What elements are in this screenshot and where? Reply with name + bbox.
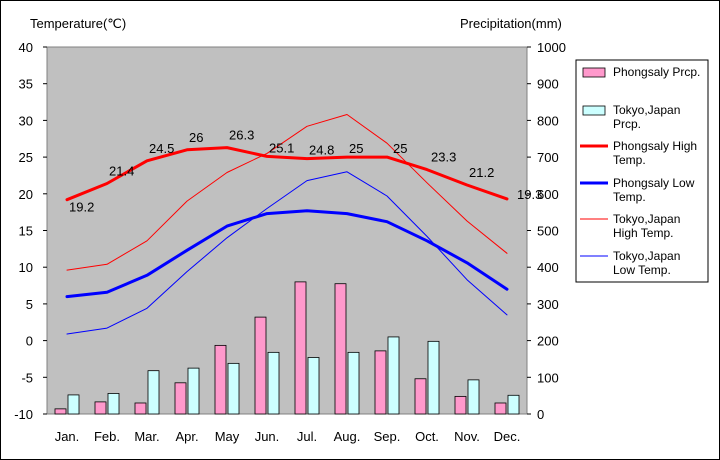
plot-area	[46, 46, 528, 415]
right-tick-label: 500	[537, 224, 559, 239]
bar-phongsaly-prcp	[254, 316, 267, 415]
x-tick-label: Feb.	[94, 429, 120, 444]
right-tick-label: 900	[537, 77, 559, 92]
data-label: 26	[189, 130, 203, 145]
bar-tokyo-prcp	[107, 393, 120, 415]
bar-tokyo-prcp	[187, 367, 200, 415]
legend-label: Tokyo,Japan	[613, 212, 680, 226]
data-label: 24.5	[149, 141, 174, 156]
bar-phongsaly-prcp	[134, 402, 147, 415]
data-label: 21.4	[109, 164, 134, 179]
data-label: 21.2	[469, 165, 494, 180]
lines-layer	[65, 114, 509, 335]
x-tick-label: Sep.	[374, 429, 401, 444]
left-tick-label: 5	[26, 297, 33, 312]
axes-layer: 4035302520151050-5-101000900800700600500…	[14, 40, 566, 444]
right-axis-title: Precipitation(mm)	[460, 16, 562, 31]
right-tick-label: 700	[537, 150, 559, 165]
right-tick-label: 800	[537, 113, 559, 128]
data-label: 24.8	[309, 143, 334, 158]
right-tick-label: 0	[537, 407, 544, 422]
bar-phongsaly-prcp	[54, 408, 67, 415]
series-line-0	[65, 146, 509, 202]
x-tick-label: Mar.	[134, 429, 159, 444]
bar-phongsaly-prcp	[414, 378, 427, 415]
data-label: 25.1	[269, 140, 294, 155]
legend-label: Prcp.	[613, 117, 641, 131]
right-tick-label: 400	[537, 260, 559, 275]
legend-swatch	[582, 105, 606, 116]
series-line-2	[66, 114, 508, 271]
data-label: 19.2	[69, 200, 94, 215]
legend-swatch	[582, 67, 606, 78]
bar-tokyo-prcp	[267, 351, 280, 415]
data-label: 19.3	[517, 187, 542, 202]
data-label: 23.3	[431, 150, 456, 165]
bar-tokyo-prcp	[227, 362, 240, 415]
x-tick-label: May	[215, 429, 240, 444]
right-tick-label: 600	[537, 187, 559, 202]
data-label: 26.3	[229, 128, 254, 143]
bar-tokyo-prcp	[67, 394, 80, 415]
legend-label: Low Temp.	[613, 263, 671, 277]
legend-label: Temp.	[613, 190, 646, 204]
bar-phongsaly-prcp	[374, 350, 387, 415]
left-axis-title: Temperature(℃)	[30, 16, 126, 31]
left-tick-label: -5	[21, 370, 33, 385]
data-label: 25	[393, 141, 407, 156]
bar-phongsaly-prcp	[174, 382, 187, 415]
x-tick-label: Jun.	[255, 429, 280, 444]
bar-phongsaly-prcp	[494, 402, 507, 415]
bar-phongsaly-prcp	[334, 283, 347, 415]
legend-label: Tokyo,Japan	[613, 249, 680, 263]
left-tick-label: 25	[19, 150, 33, 165]
bar-tokyo-prcp	[347, 351, 360, 415]
left-tick-label: 30	[19, 113, 33, 128]
x-tick-label: Apr.	[175, 429, 198, 444]
bar-tokyo-prcp	[147, 370, 160, 415]
legend: Phongsaly Prcp.Tokyo,JapanPrcp.Phongsaly…	[575, 59, 709, 283]
left-tick-label: -10	[14, 407, 33, 422]
right-tick-label: 100	[537, 370, 559, 385]
left-tick-label: 10	[19, 260, 33, 275]
right-tick-label: 200	[537, 334, 559, 349]
bar-phongsaly-prcp	[214, 344, 227, 415]
x-tick-label: Nov.	[454, 429, 480, 444]
series-line-1	[65, 209, 509, 299]
legend-label: Tokyo,Japan	[613, 103, 680, 117]
x-tick-label: Oct.	[415, 429, 439, 444]
legend-label: Temp.	[613, 153, 646, 167]
x-tick-label: Aug.	[334, 429, 361, 444]
x-tick-label: Jan.	[55, 429, 80, 444]
x-tick-label: Jul.	[297, 429, 317, 444]
left-tick-label: 40	[19, 40, 33, 55]
bar-phongsaly-prcp	[294, 281, 307, 415]
bar-tokyo-prcp	[427, 340, 440, 415]
bar-tokyo-prcp	[467, 379, 480, 415]
bars-layer	[54, 281, 520, 415]
x-tick-label: Dec.	[494, 429, 521, 444]
legend-label: Phongsaly High	[613, 139, 697, 153]
data-labels-layer: 19.2 21.4 24.5 26 26.3 25.1 24.8 25 25 23.3 21.2 19…	[69, 128, 542, 215]
left-tick-label: 0	[26, 334, 33, 349]
legend-label: High Temp.	[613, 226, 673, 240]
bar-tokyo-prcp	[387, 336, 400, 415]
legend-box	[575, 59, 709, 283]
left-tick-label: 15	[19, 224, 33, 239]
data-label: 25	[349, 141, 363, 156]
bar-phongsaly-prcp	[94, 401, 107, 415]
left-tick-label: 35	[19, 77, 33, 92]
left-tick-label: 20	[19, 187, 33, 202]
legend-label: Phongsaly Prcp.	[613, 65, 700, 79]
right-tick-label: 300	[537, 297, 559, 312]
right-tick-label: 1000	[537, 40, 566, 55]
bar-tokyo-prcp	[507, 394, 520, 415]
bar-phongsaly-prcp	[454, 395, 467, 415]
bar-tokyo-prcp	[307, 357, 320, 415]
legend-label: Phongsaly Low	[613, 176, 695, 190]
